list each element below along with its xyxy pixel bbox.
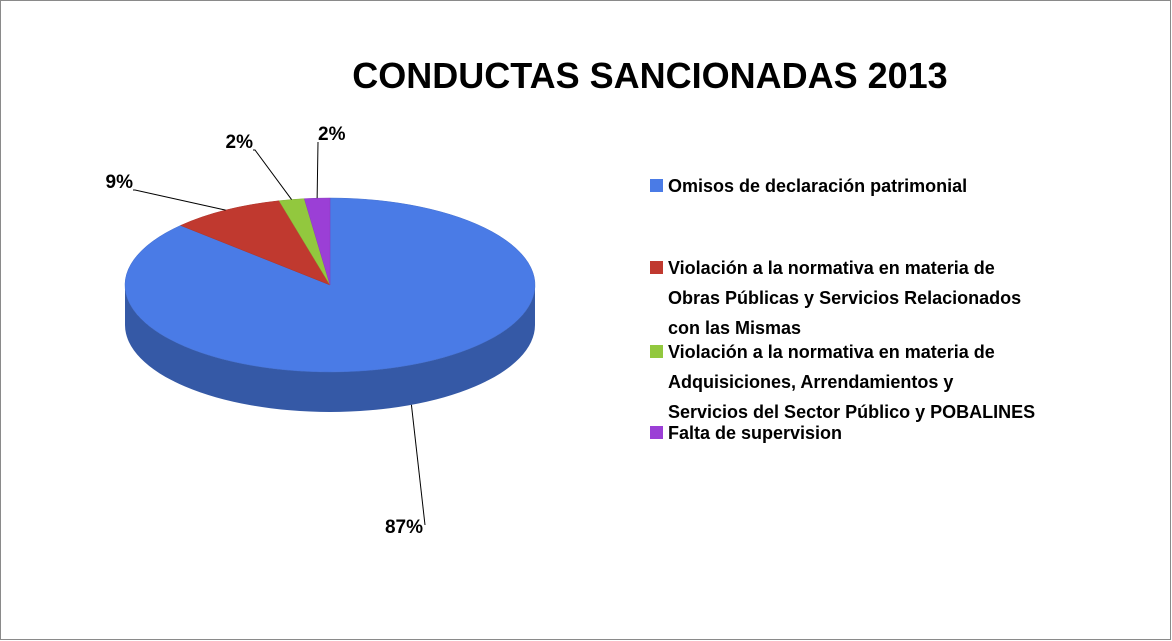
legend-label: Violación a la normativa en materia de Ob… (668, 258, 1021, 338)
legend-label: Violación a la normativa en materia de Ad… (668, 342, 1035, 422)
leader-line (253, 149, 292, 200)
data-label: 87% (385, 517, 423, 538)
legend-label: Falta de supervision (668, 423, 842, 443)
data-label: 2% (226, 132, 254, 153)
data-label: 9% (106, 172, 134, 193)
leader-line (316, 141, 319, 199)
data-label: 2% (318, 124, 346, 145)
legend-marker (650, 345, 663, 358)
legend-marker (650, 179, 663, 192)
legend-marker (650, 426, 663, 439)
leader-line (410, 404, 426, 526)
chart-title: CONDUCTAS SANCIONADAS 2013 (352, 55, 947, 96)
legend-marker (650, 261, 663, 274)
pie-side (125, 285, 535, 412)
leader-line (133, 189, 226, 211)
legend-label: Omisos de declaración patrimonial (668, 176, 967, 196)
